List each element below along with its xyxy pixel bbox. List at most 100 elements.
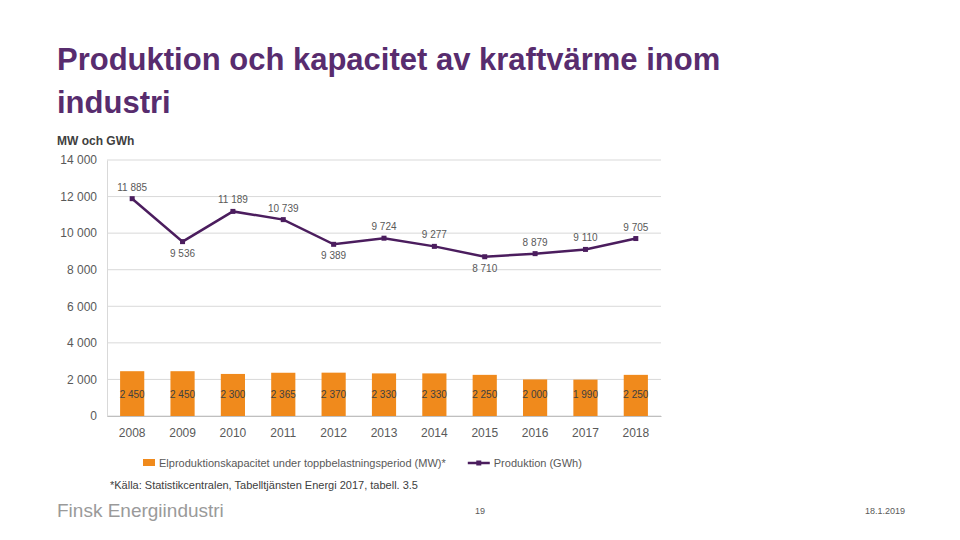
chart-svg: 0 2 000 4 000 6 000 8 000 10 000 12 000 14 000 M…: [0, 0, 960, 540]
line-label: 10 739: [268, 203, 299, 214]
line-label: 8 879: [523, 237, 548, 248]
bar: [422, 373, 446, 416]
y-axis: 0 2 000 4 000 6 000 8 000 10 000 12 000 14 000: [60, 153, 107, 423]
marker: [130, 196, 135, 201]
date: 18.1.2019: [865, 506, 905, 516]
y-tick-label: 2 000: [67, 373, 97, 387]
marker: [482, 254, 487, 259]
grid-line: [107, 160, 661, 161]
marker: [432, 244, 437, 249]
x-tick: 2014: [421, 416, 448, 440]
grid: [107, 160, 661, 416]
y-tick-label: 4 000: [67, 336, 97, 350]
legend-swatch: [143, 459, 155, 466]
y-tick: 10 000: [60, 226, 107, 240]
x-tick-label: 2018: [622, 426, 649, 440]
y-axis-title: MW och GWh: [57, 134, 134, 148]
y-tick-label: 12 000: [60, 190, 97, 204]
y-tick: 8 000: [67, 263, 107, 277]
line-label: 11 885: [117, 182, 147, 193]
bar-label: 1 990: [573, 389, 598, 400]
x-tick: 2018: [622, 416, 649, 440]
bar-label: 2 330: [422, 389, 447, 400]
bar: [573, 380, 597, 416]
line-label: 9 389: [321, 250, 346, 261]
x-tick: 2010: [220, 416, 247, 440]
y-tick: 14 000: [60, 153, 107, 167]
line-label: 9 536: [170, 248, 195, 259]
marker: [382, 236, 387, 241]
x-tick-label: 2009: [169, 426, 196, 440]
x-tick: 2012: [320, 416, 347, 440]
x-tick: 2013: [371, 416, 398, 440]
y-tick: 2 000: [67, 373, 107, 387]
marker: [583, 247, 588, 252]
marker: [533, 251, 538, 256]
x-tick: 2011: [270, 416, 296, 440]
y-tick-label: 0: [90, 409, 97, 423]
line-label: 9 110: [573, 232, 598, 243]
marker: [180, 239, 185, 244]
y-tick: 0: [90, 409, 107, 423]
x-tick: 2008: [119, 416, 146, 440]
marker: [281, 217, 286, 222]
x-tick-label: 2017: [572, 426, 599, 440]
y-tick-label: 14 000: [60, 153, 97, 167]
y-tick-label: 6 000: [67, 300, 97, 314]
bar: [624, 375, 648, 416]
plot-marks: [120, 196, 648, 416]
y-tick: 6 000: [67, 300, 107, 314]
x-tick-label: 2012: [320, 426, 347, 440]
legend: Elproduktionskapacitet under toppbelastn…: [143, 457, 582, 469]
x-tick-label: 2010: [220, 426, 247, 440]
y-axis-line: [107, 161, 108, 417]
bar: [271, 373, 295, 416]
bar: [372, 373, 396, 416]
bar-label: 2 450: [170, 389, 195, 400]
chart-title: Produktion och kapacitet av kraftvärme i…: [57, 38, 777, 124]
bar-label: 2 000: [523, 389, 548, 400]
line: [132, 199, 636, 257]
x-tick-label: 2014: [421, 426, 448, 440]
grid-line: [107, 342, 661, 343]
marker: [331, 242, 336, 247]
bar: [170, 371, 194, 416]
bar-label: 2 330: [371, 389, 396, 400]
legend-marker: [476, 461, 481, 466]
x-tick: 2009: [169, 416, 196, 440]
y-tick-label: 10 000: [60, 226, 97, 240]
bar: [523, 379, 547, 416]
x-tick: 2017: [572, 416, 599, 440]
x-axis-line: [108, 416, 662, 417]
x-tick-label: 2016: [522, 426, 549, 440]
bar-label: 2 300: [220, 389, 245, 400]
bar-label: 2 250: [472, 389, 497, 400]
grid-line: [107, 196, 661, 197]
bar: [120, 371, 144, 416]
marker: [230, 209, 235, 214]
data-labels: 2 4502 4502 3002 3652 3702 3302 3302 250…: [117, 182, 649, 400]
bar-label: 2 450: [120, 389, 145, 400]
marker: [633, 236, 638, 241]
x-axis: 2008 2009 2010 2011 2012 2013 2014 2015 2016 2017…: [108, 416, 662, 440]
y-tick: 4 000: [67, 336, 107, 350]
grid-line: [107, 306, 661, 307]
line-label: 9 277: [422, 229, 447, 240]
legend-label: Produktion (GWh): [494, 457, 582, 469]
page-number: 19: [475, 506, 485, 516]
line-label: 11 189: [218, 194, 248, 205]
bar: [473, 375, 497, 416]
bar: [322, 373, 346, 416]
x-tick-label: 2013: [371, 426, 398, 440]
x-tick-label: 2011: [270, 426, 296, 440]
x-tick-label: 2015: [471, 426, 498, 440]
bar: [221, 374, 245, 416]
line-label: 9 705: [623, 222, 648, 233]
bar-label: 2 250: [623, 389, 648, 400]
line-label: 8 710: [472, 263, 497, 274]
x-tick: 2015: [471, 416, 498, 440]
line-label: 9 724: [371, 221, 396, 232]
x-tick-label: 2008: [119, 426, 146, 440]
legend-label: Elproduktionskapacitet under toppbelastn…: [159, 457, 446, 469]
bar-label: 2 370: [321, 389, 346, 400]
